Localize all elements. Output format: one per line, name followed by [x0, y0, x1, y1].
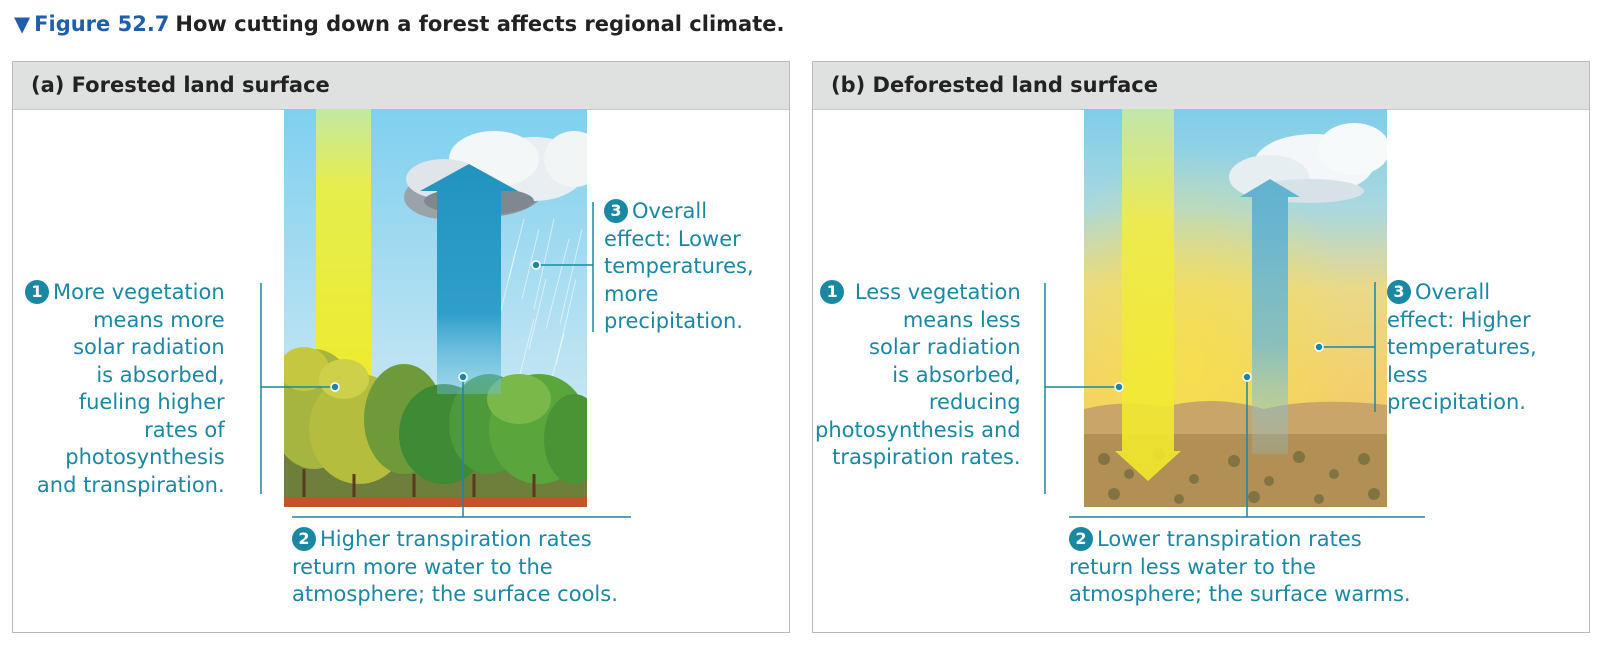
step-badge: 2: [292, 527, 316, 551]
figure-title: ▼ Figure 52.7 How cutting down a forest af…: [14, 12, 784, 36]
figure-marker: ▼: [14, 12, 31, 36]
desert-scene-image: [1084, 109, 1387, 507]
figure-number: Figure 52.7: [34, 12, 170, 36]
panel-heading: (b) Deforested land surface: [831, 73, 1158, 97]
forest-scene-image: [284, 109, 587, 507]
panel-header: (a) Forested land surface: [13, 62, 789, 110]
figure-caption: How cutting down a forest affects region…: [175, 12, 785, 36]
callout-1-forested: 1 More vegetation means more solar radiat…: [25, 279, 225, 499]
callout-3-deforested: 3 Overall effect: Higher temperatures, le…: [1387, 280, 1537, 414]
panel-heading: (a) Forested land surface: [31, 73, 330, 97]
step-badge: 1: [820, 280, 845, 304]
panel-header: (b) Deforested land surface: [813, 62, 1589, 110]
step-badge: 3: [604, 199, 628, 223]
callout-2-forested: 2 Higher transpiration rates return more …: [292, 527, 618, 606]
panel-forested: (a) Forested land surface: [12, 61, 790, 633]
step-badge: 2: [1069, 527, 1093, 551]
step-badge: 3: [1387, 280, 1411, 304]
callout-2-deforested: 2 Lower transpiration rates return less w…: [1069, 527, 1411, 606]
callout-3-forested: 3 Overall effect: Lower temperatures, mor…: [604, 199, 754, 333]
callout-1-deforested: 1 Less vegetation means less solar radia…: [815, 280, 1021, 469]
panel-deforested: (b) Deforested land surface: [812, 61, 1590, 633]
step-badge: 1: [25, 280, 49, 304]
